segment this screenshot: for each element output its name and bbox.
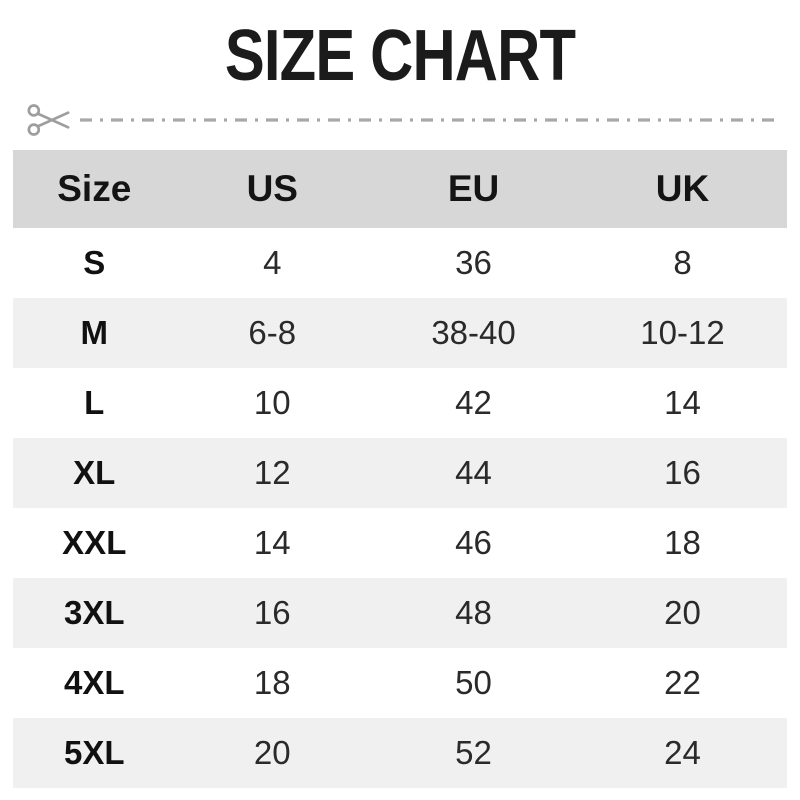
dashed-cut-line-icon [80,118,780,122]
page-title: SIZE CHART [224,16,576,96]
us-cell: 14 [253,524,291,561]
table-row: 3XL 16 48 20 [13,578,787,648]
us-cell: 4 [263,244,282,281]
eu-cell: 50 [455,664,492,701]
eu-cell: 38-40 [431,314,516,351]
us-cell: 20 [253,734,291,771]
table-row: S 4 36 8 [13,228,787,298]
uk-cell: 8 [673,244,692,281]
size-cell: M [80,314,109,351]
us-cell: 6-8 [248,314,297,351]
eu-cell: 46 [455,524,492,561]
header-row: Size US EU UK [13,150,787,228]
uk-cell: 22 [664,664,701,701]
col-header-eu: EU [369,150,578,228]
us-cell: 12 [253,454,291,491]
eu-cell: 52 [455,734,492,771]
table-row: XL 12 44 16 [13,438,787,508]
eu-cell: 36 [455,244,492,281]
uk-cell: 16 [664,454,701,491]
table-row: 5XL 20 52 24 [13,718,787,788]
eu-cell: 44 [455,454,492,491]
eu-cell: 42 [455,384,492,421]
table-row: M 6-8 38-40 10-12 [13,298,787,368]
size-cell: 4XL [64,664,125,701]
table-row: 4XL 18 50 22 [13,648,787,718]
size-chart-table: Size US EU UK S 4 36 8 M 6-8 38-40 10-12… [13,150,787,788]
us-cell: 16 [253,594,291,631]
uk-cell: 10-12 [640,314,725,351]
col-header-us: US [175,150,370,228]
us-cell: 18 [253,664,291,701]
size-chart-page: SIZE CHART Size US EU UK [0,20,800,800]
table-row: XXL 14 46 18 [13,508,787,578]
us-cell: 10 [253,384,291,421]
scissors-icon [27,104,70,136]
size-cell: L [84,384,105,421]
uk-cell: 14 [664,384,701,421]
size-cell: 5XL [64,734,125,771]
col-header-size: Size [13,150,176,228]
uk-cell: 24 [664,734,701,771]
uk-cell: 20 [664,594,701,631]
size-cell: S [83,244,106,281]
uk-cell: 18 [664,524,701,561]
size-cell: XXL [62,524,127,561]
table-row: L 10 42 14 [13,368,787,438]
col-header-uk: UK [578,150,787,228]
size-cell: XL [73,454,116,491]
size-cell: 3XL [64,594,125,631]
eu-cell: 48 [455,594,492,631]
cut-line [26,100,780,140]
